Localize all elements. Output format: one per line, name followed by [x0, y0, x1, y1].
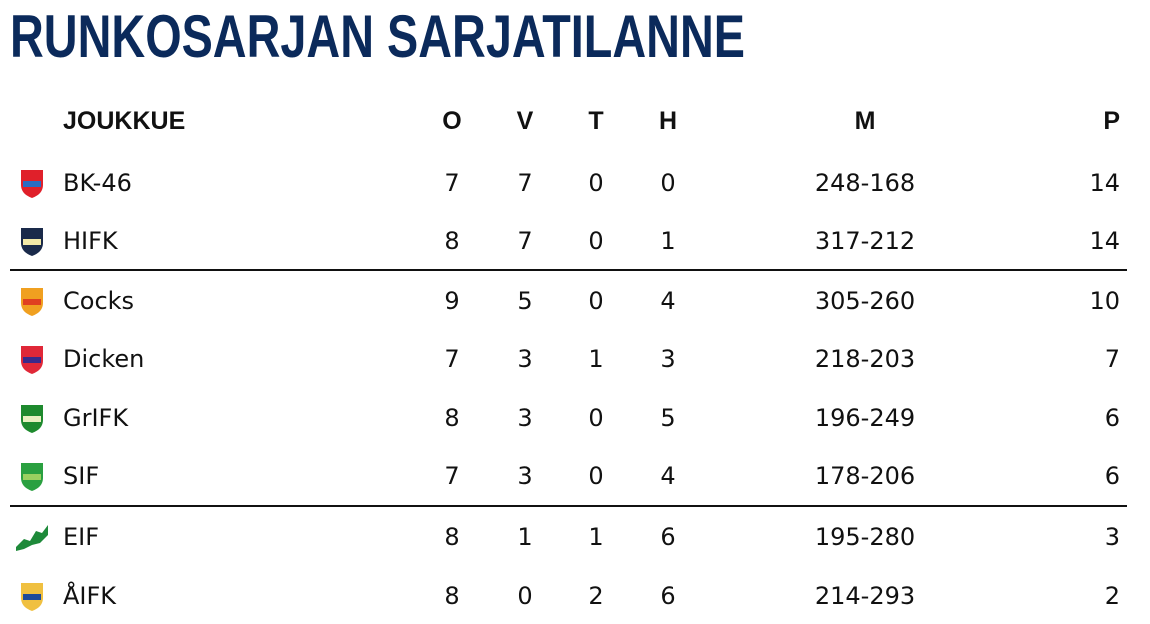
points: 2	[1104, 582, 1120, 610]
wins: 1	[517, 523, 533, 551]
aifk-logo-icon	[21, 583, 43, 611]
played: 7	[444, 462, 460, 490]
played: 8	[444, 404, 460, 432]
losses: 4	[660, 462, 676, 490]
played: 8	[444, 582, 460, 610]
table-row: Cocks 9 5 0 4 305-260 10	[0, 281, 1150, 321]
played: 9	[444, 287, 460, 315]
ties: 0	[588, 462, 604, 490]
ties: 0	[588, 169, 604, 197]
score: 317-212	[814, 227, 916, 255]
score: 305-260	[814, 287, 916, 315]
header-played: O	[442, 107, 462, 135]
eif-logo-icon	[16, 525, 48, 551]
points: 6	[1104, 462, 1120, 490]
team-name: Cocks	[63, 287, 135, 315]
score: 195-280	[814, 523, 916, 551]
losses: 6	[660, 582, 676, 610]
points: 6	[1104, 404, 1120, 432]
table-row: EIF 8 1 1 6 195-280 3	[0, 517, 1150, 557]
ties: 1	[588, 345, 604, 373]
played: 7	[444, 345, 460, 373]
header-team: JOUKKUE	[63, 107, 186, 135]
table-row: ÅIFK 8 0 2 6 214-293 2	[0, 576, 1150, 616]
table-row: GrIFK 8 3 0 5 196-249 6	[0, 398, 1150, 438]
grifk-logo-icon	[21, 405, 43, 433]
points: 14	[1089, 169, 1120, 197]
team-name: Dicken	[63, 345, 145, 373]
table-row: BK-46 7 7 0 0 248-168 14	[0, 163, 1150, 203]
played: 7	[444, 169, 460, 197]
wins: 3	[517, 345, 533, 373]
ties: 0	[588, 404, 604, 432]
ties: 0	[588, 227, 604, 255]
losses: 4	[660, 287, 676, 315]
header-wins: V	[516, 107, 534, 135]
played: 8	[444, 227, 460, 255]
losses: 6	[660, 523, 676, 551]
losses: 3	[660, 345, 676, 373]
group-divider	[10, 269, 1127, 271]
losses: 1	[660, 227, 676, 255]
wins: 3	[517, 404, 533, 432]
team-name: EIF	[63, 523, 100, 551]
dicken-logo-icon	[21, 346, 43, 374]
team-name: SIF	[63, 462, 100, 490]
score: 214-293	[814, 582, 916, 610]
wins: 5	[517, 287, 533, 315]
score: 178-206	[814, 462, 916, 490]
ties: 2	[588, 582, 604, 610]
wins: 3	[517, 462, 533, 490]
ties: 1	[588, 523, 604, 551]
bk46-logo-icon	[21, 170, 43, 198]
played: 8	[444, 523, 460, 551]
points: 3	[1104, 523, 1120, 551]
header-ties: T	[588, 107, 604, 135]
group-divider	[10, 505, 1127, 507]
sif-logo-icon	[21, 463, 43, 491]
table-row: HIFK 8 7 0 1 317-212 14	[0, 221, 1150, 261]
losses: 5	[660, 404, 676, 432]
points: 14	[1089, 227, 1120, 255]
points: 7	[1104, 345, 1120, 373]
team-name: GrIFK	[63, 404, 129, 432]
header-points: P	[1103, 107, 1120, 135]
team-name: HIFK	[63, 227, 118, 255]
team-name: ÅIFK	[63, 582, 117, 610]
page-title: RUNKOSARJAN SARJATILANNE	[10, 3, 745, 70]
table-row: Dicken 7 3 1 3 218-203 7	[0, 339, 1150, 379]
header-score: M	[854, 107, 876, 135]
table-header: JOUKKUE O V T H M P	[0, 101, 1150, 141]
hifk-logo-icon	[21, 228, 43, 256]
losses: 0	[660, 169, 676, 197]
cocks-logo-icon	[21, 288, 43, 316]
wins: 0	[517, 582, 533, 610]
wins: 7	[517, 227, 533, 255]
ties: 0	[588, 287, 604, 315]
wins: 7	[517, 169, 533, 197]
points: 10	[1089, 287, 1120, 315]
team-name: BK-46	[63, 169, 132, 197]
score: 218-203	[814, 345, 916, 373]
header-losses: H	[658, 107, 678, 135]
score: 196-249	[814, 404, 916, 432]
table-row: SIF 7 3 0 4 178-206 6	[0, 456, 1150, 496]
score: 248-168	[814, 169, 916, 197]
